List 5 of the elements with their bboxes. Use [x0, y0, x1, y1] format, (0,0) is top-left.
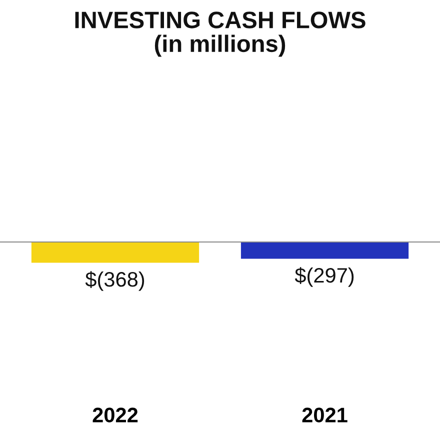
data-label: $(297)	[294, 267, 354, 287]
x-tick-label: 2021	[302, 408, 348, 422]
x-tick-label: 2022	[92, 408, 138, 422]
data-label: $(368)	[85, 271, 144, 291]
chart-title: INVESTING CASH FLOWS (in millions)	[75, 12, 366, 57]
